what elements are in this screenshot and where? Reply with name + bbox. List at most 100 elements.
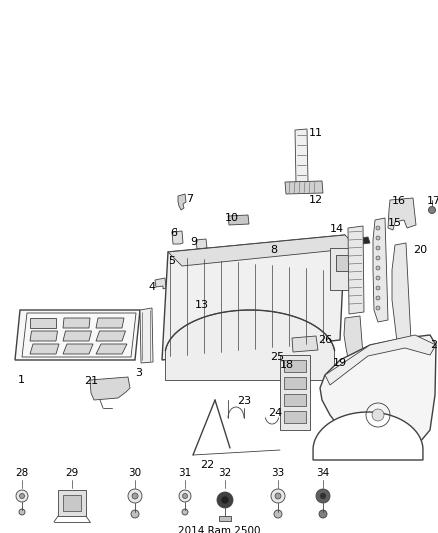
Polygon shape — [30, 331, 57, 341]
Polygon shape — [155, 278, 166, 289]
Polygon shape — [330, 248, 358, 290]
Polygon shape — [170, 258, 193, 267]
Polygon shape — [228, 215, 249, 225]
Polygon shape — [292, 336, 318, 352]
Polygon shape — [196, 239, 207, 249]
Circle shape — [16, 490, 28, 502]
Polygon shape — [96, 331, 126, 341]
Text: 30: 30 — [128, 468, 141, 478]
Text: 22: 22 — [200, 460, 214, 470]
Bar — [284, 360, 306, 372]
Polygon shape — [388, 198, 416, 230]
Circle shape — [376, 226, 380, 230]
Text: 23: 23 — [237, 396, 251, 406]
Text: 12: 12 — [309, 195, 323, 205]
Polygon shape — [373, 218, 388, 322]
Polygon shape — [185, 237, 370, 267]
Bar — [63, 495, 81, 511]
Circle shape — [274, 510, 282, 518]
Circle shape — [376, 296, 380, 300]
Polygon shape — [392, 243, 412, 363]
Text: 29: 29 — [65, 468, 79, 478]
Circle shape — [271, 489, 285, 503]
Circle shape — [182, 509, 188, 515]
Text: 4: 4 — [148, 282, 155, 292]
Text: 20: 20 — [413, 245, 427, 255]
Bar — [284, 377, 306, 389]
Bar — [58, 490, 86, 516]
Polygon shape — [90, 377, 130, 400]
Text: 16: 16 — [392, 196, 406, 206]
Text: 24: 24 — [268, 408, 282, 418]
Text: 34: 34 — [316, 468, 330, 478]
Circle shape — [20, 494, 25, 498]
Text: 21: 21 — [84, 376, 98, 386]
Circle shape — [376, 236, 380, 240]
Polygon shape — [63, 344, 93, 354]
Text: 6: 6 — [170, 228, 177, 238]
Circle shape — [376, 286, 380, 290]
Bar — [280, 355, 310, 430]
Text: 27: 27 — [430, 340, 438, 350]
Text: 2014 Ram 2500: 2014 Ram 2500 — [178, 526, 260, 533]
Polygon shape — [325, 335, 436, 385]
Circle shape — [131, 510, 139, 518]
Circle shape — [376, 246, 380, 250]
Polygon shape — [285, 181, 323, 194]
Circle shape — [376, 276, 380, 280]
Text: 3: 3 — [135, 368, 142, 378]
Circle shape — [179, 490, 191, 502]
Circle shape — [128, 489, 142, 503]
Polygon shape — [344, 316, 363, 358]
Text: 13: 13 — [195, 300, 209, 310]
Text: 15: 15 — [388, 218, 402, 228]
Text: 5: 5 — [168, 256, 175, 266]
Polygon shape — [172, 231, 183, 244]
Polygon shape — [96, 344, 127, 354]
Polygon shape — [178, 194, 186, 210]
Polygon shape — [15, 310, 140, 360]
Polygon shape — [30, 344, 59, 354]
Circle shape — [372, 409, 384, 421]
Bar — [284, 411, 306, 423]
Text: 28: 28 — [15, 468, 28, 478]
Circle shape — [217, 492, 233, 508]
Polygon shape — [348, 226, 364, 314]
Text: 31: 31 — [178, 468, 192, 478]
Text: 19: 19 — [333, 358, 347, 368]
Circle shape — [376, 306, 380, 310]
Bar — [336, 255, 352, 271]
Polygon shape — [140, 308, 153, 363]
Text: 11: 11 — [309, 128, 323, 138]
Text: 33: 33 — [272, 468, 285, 478]
Text: 25: 25 — [270, 352, 284, 362]
Circle shape — [221, 496, 229, 504]
Polygon shape — [96, 318, 124, 328]
Text: 18: 18 — [280, 360, 294, 370]
Polygon shape — [320, 335, 436, 455]
Polygon shape — [313, 412, 423, 460]
Polygon shape — [162, 235, 345, 360]
Bar — [284, 394, 306, 406]
Text: 17: 17 — [427, 196, 438, 206]
Circle shape — [19, 509, 25, 515]
Circle shape — [376, 256, 380, 260]
Circle shape — [316, 489, 330, 503]
Text: 14: 14 — [330, 224, 344, 234]
Circle shape — [183, 494, 187, 498]
Circle shape — [132, 493, 138, 499]
Text: 26: 26 — [318, 335, 332, 345]
Polygon shape — [63, 318, 90, 328]
Text: 9: 9 — [190, 237, 197, 247]
Bar — [219, 516, 231, 521]
Circle shape — [376, 266, 380, 270]
Text: 8: 8 — [270, 245, 277, 255]
Text: 10: 10 — [225, 213, 239, 223]
Polygon shape — [295, 129, 308, 183]
Polygon shape — [63, 331, 92, 341]
Text: 1: 1 — [18, 375, 25, 385]
Circle shape — [428, 206, 435, 214]
Circle shape — [320, 493, 326, 499]
Polygon shape — [30, 318, 56, 328]
Polygon shape — [166, 310, 335, 381]
